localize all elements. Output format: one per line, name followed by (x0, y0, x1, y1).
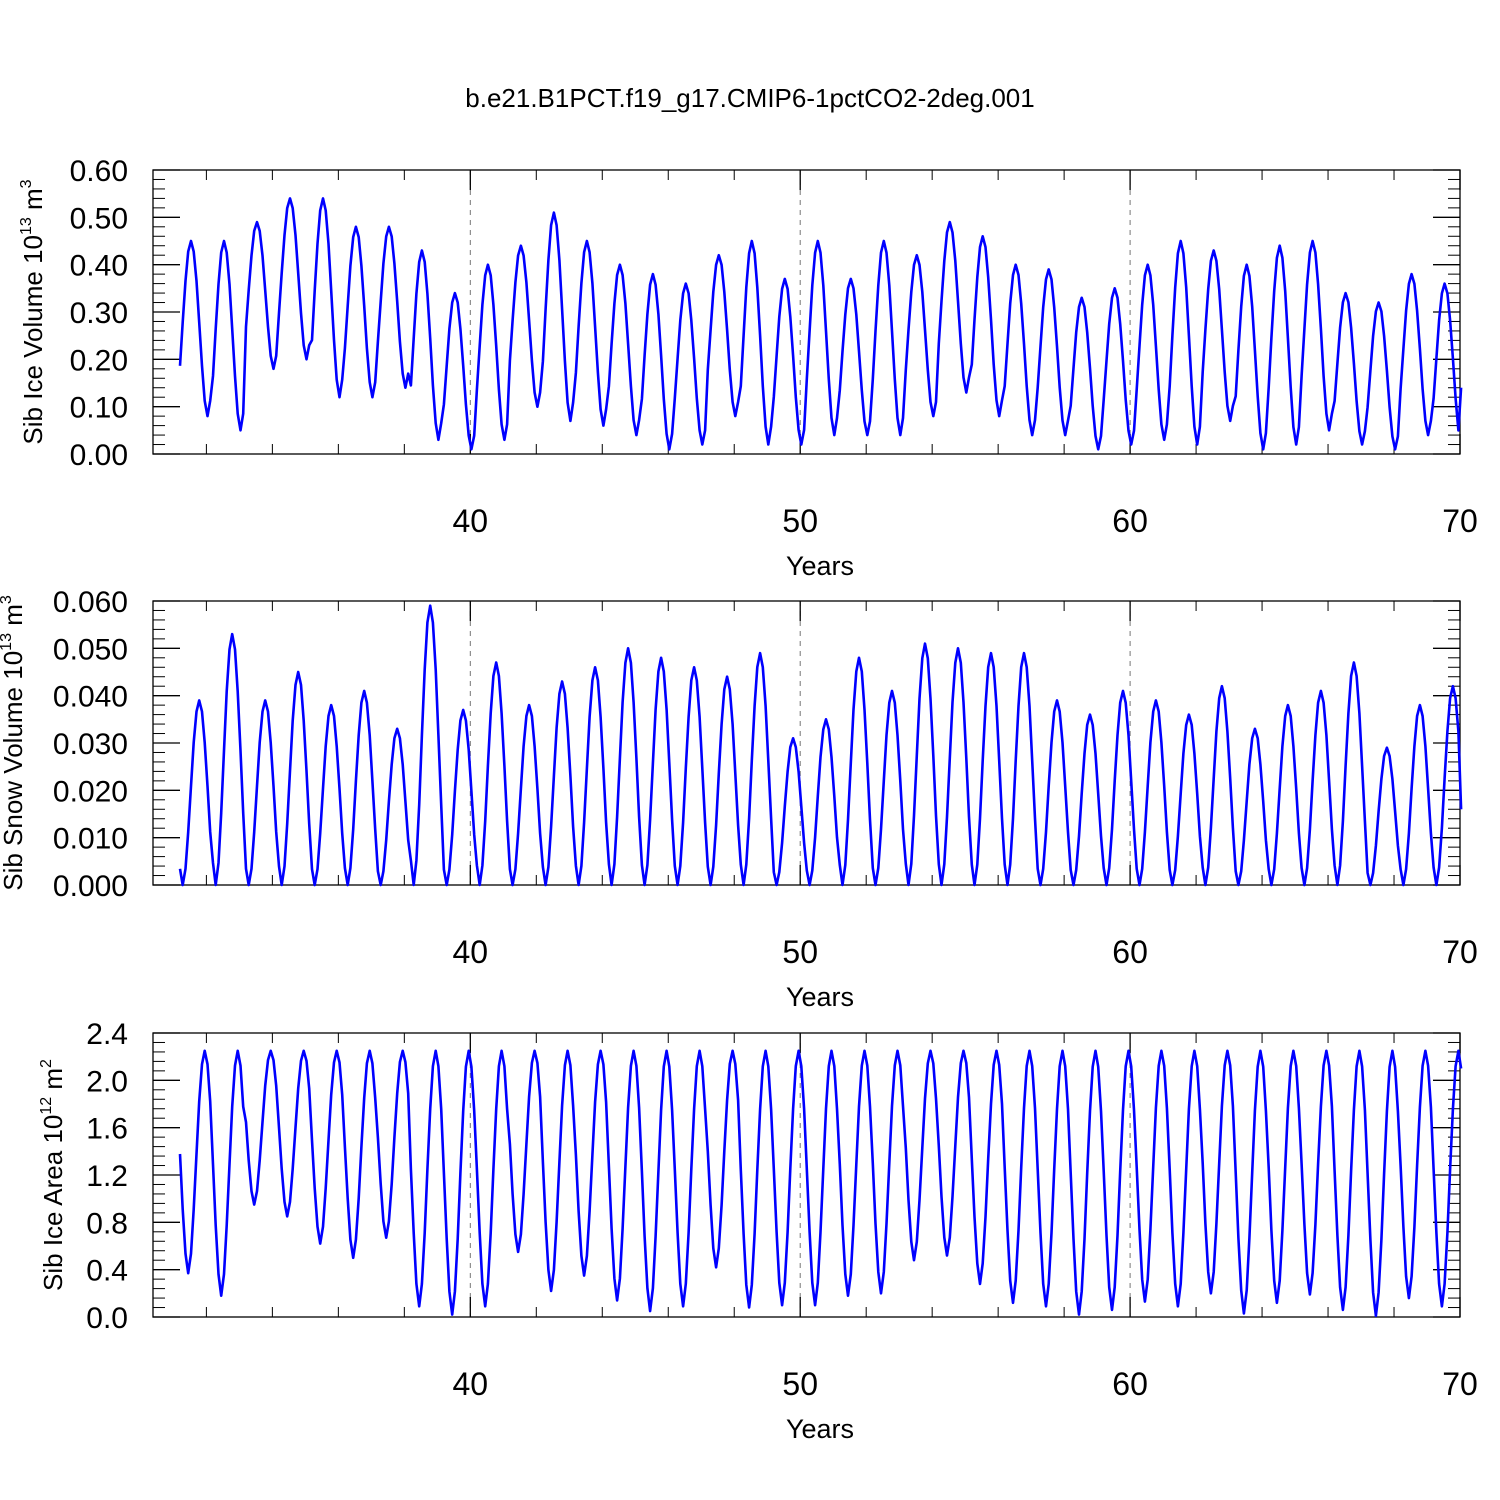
y-tick-label: 0.020 (53, 775, 128, 808)
panel-3: 40 50 60 70 0.0 0.4 0.8 1.2 1.6 2.0 2.4 Years Sib Ic… (38, 1018, 1478, 1444)
figure-title: b.e21.B1PCT.f19_g17.CMIP6-1pctCO2-2deg.0… (465, 83, 1034, 113)
x-axis-label: Years (786, 1414, 854, 1444)
x-tick-label: 70 (1442, 503, 1478, 539)
plot-frame (152, 600, 1461, 886)
y-tick-label: 0.040 (53, 681, 128, 714)
panel-2: 40 50 60 70 0.000 0.010 0.020 0.030 0.040 0.050 0.… (0, 586, 1478, 1012)
x-tick-label: 50 (782, 1366, 818, 1402)
x-tick-label: 50 (782, 503, 818, 539)
y-tick-label: 0.50 (70, 202, 128, 235)
y-tick-label: 1.6 (86, 1113, 128, 1146)
y-axis-label: Sib Ice Volume 1013 m3 (18, 179, 48, 444)
y-tick-label: 0.4 (86, 1255, 128, 1288)
x-tick-label: 40 (453, 934, 489, 970)
x-tick-label: 50 (782, 934, 818, 970)
y-tick-label: 0.40 (70, 250, 128, 283)
y-tick-label: 0.10 (70, 392, 128, 425)
series-line (178, 1049, 1463, 1318)
y-tick-label: 0.8 (86, 1207, 128, 1240)
y-tick-label: 2.4 (86, 1018, 128, 1051)
y-tick-label: 0.00 (70, 439, 128, 472)
x-tick-label: 60 (1112, 1366, 1148, 1402)
x-tick-label: 60 (1112, 934, 1148, 970)
series-line (178, 604, 1463, 887)
y-tick-label: 0.050 (53, 633, 128, 666)
y-tick-label: 0.000 (53, 870, 128, 903)
panel-1: 40 50 60 70 0.00 0.10 0.20 0.30 0.40 0.50 0.60 Year… (18, 155, 1478, 581)
x-axis-label: Years (786, 551, 854, 581)
panels: 40 50 60 70 0.00 0.10 0.20 0.30 0.40 0.50 0.60 Year… (0, 155, 1478, 1444)
y-tick-label: 0.030 (53, 728, 128, 761)
x-tick-label: 40 (453, 1366, 489, 1402)
y-axis-label: Sib Snow Volume 1013 m3 (0, 595, 28, 891)
plot-frame (152, 169, 1461, 455)
y-tick-label: 0.30 (70, 297, 128, 330)
y-tick-label: 0.010 (53, 823, 128, 856)
y-tick-label: 0.60 (70, 155, 128, 188)
y-tick-label: 0.060 (53, 586, 128, 619)
x-tick-label: 70 (1442, 934, 1478, 970)
x-tick-label: 70 (1442, 1366, 1478, 1402)
y-tick-label: 0.0 (86, 1302, 128, 1335)
x-tick-label: 40 (453, 503, 489, 539)
y-tick-label: 1.2 (86, 1160, 128, 1193)
series-line (178, 197, 1463, 451)
y-tick-label: 0.20 (70, 344, 128, 377)
y-axis-label: Sib Ice Area 1012 m2 (38, 1059, 68, 1291)
x-axis-label: Years (786, 982, 854, 1012)
x-tick-label: 60 (1112, 503, 1148, 539)
y-tick-label: 2.0 (86, 1065, 128, 1098)
